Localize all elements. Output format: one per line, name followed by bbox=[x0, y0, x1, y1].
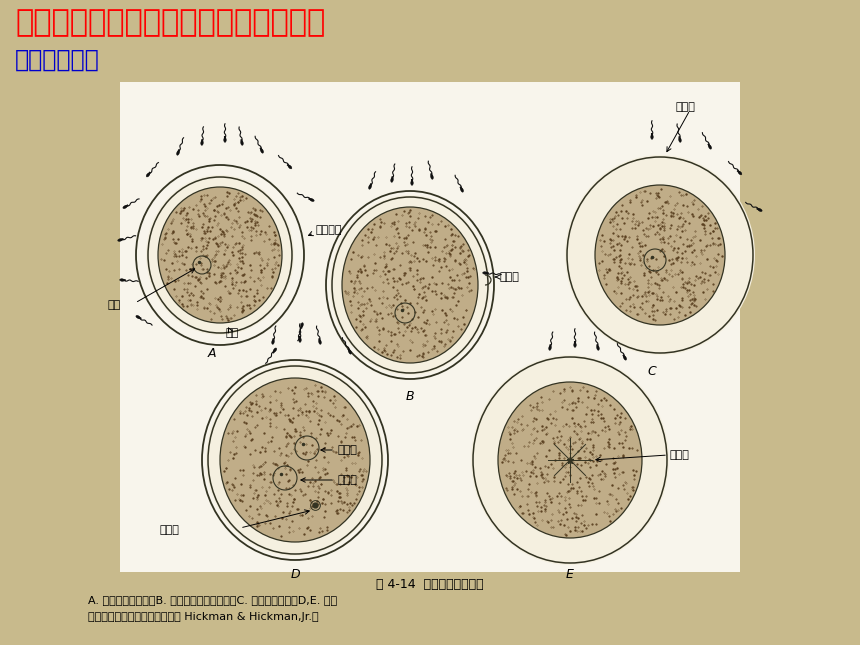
Ellipse shape bbox=[460, 188, 464, 192]
Ellipse shape bbox=[123, 205, 127, 208]
Ellipse shape bbox=[156, 185, 284, 325]
Ellipse shape bbox=[301, 322, 304, 327]
Text: B: B bbox=[406, 390, 415, 403]
Ellipse shape bbox=[272, 340, 274, 344]
Ellipse shape bbox=[218, 376, 372, 544]
Ellipse shape bbox=[624, 356, 627, 360]
Text: 中心粒: 中心粒 bbox=[160, 525, 180, 535]
Text: D: D bbox=[290, 568, 300, 581]
Ellipse shape bbox=[176, 151, 180, 155]
Ellipse shape bbox=[496, 380, 644, 540]
Text: 雌原核: 雌原核 bbox=[337, 475, 357, 485]
Ellipse shape bbox=[120, 279, 125, 281]
Ellipse shape bbox=[411, 181, 414, 185]
Ellipse shape bbox=[595, 185, 725, 325]
Ellipse shape bbox=[651, 135, 654, 139]
Ellipse shape bbox=[758, 208, 762, 212]
Ellipse shape bbox=[738, 171, 742, 175]
Ellipse shape bbox=[597, 346, 599, 350]
Text: 附着于卵及卵黄膜的形成。（仿 Hickman & Hickman,Jr.）: 附着于卵及卵黄膜的形成。（仿 Hickman & Hickman,Jr.） bbox=[88, 612, 318, 622]
Ellipse shape bbox=[310, 199, 314, 201]
Ellipse shape bbox=[593, 183, 727, 327]
Ellipse shape bbox=[709, 145, 711, 149]
Ellipse shape bbox=[330, 195, 490, 375]
Text: 卵核: 卵核 bbox=[108, 300, 121, 310]
Text: 图 4-14  卵子的受精作用：: 图 4-14 卵子的受精作用： bbox=[376, 578, 484, 591]
Text: C: C bbox=[648, 365, 656, 378]
Ellipse shape bbox=[200, 141, 203, 145]
Ellipse shape bbox=[565, 155, 755, 355]
Text: A. 被精子包围的卵；B. 精子进入卵的胶层膜；C. 受精锥之形成；D,E. 精子: A. 被精子包围的卵；B. 精子进入卵的胶层膜；C. 受精锥之形成；D,E. 精… bbox=[88, 595, 337, 605]
Ellipse shape bbox=[220, 378, 370, 542]
Text: 受精膜: 受精膜 bbox=[675, 102, 695, 112]
Ellipse shape bbox=[471, 355, 669, 565]
Text: 受精锥: 受精锥 bbox=[500, 272, 520, 282]
Text: A: A bbox=[208, 347, 216, 360]
Ellipse shape bbox=[319, 340, 322, 344]
Ellipse shape bbox=[273, 348, 277, 352]
Ellipse shape bbox=[224, 137, 226, 143]
Ellipse shape bbox=[482, 272, 488, 274]
Ellipse shape bbox=[158, 187, 282, 323]
Ellipse shape bbox=[369, 184, 372, 189]
Ellipse shape bbox=[136, 315, 140, 319]
Ellipse shape bbox=[549, 346, 551, 350]
Text: 受精与受精卵: 受精与受精卵 bbox=[15, 48, 100, 72]
FancyBboxPatch shape bbox=[120, 82, 740, 572]
Ellipse shape bbox=[390, 177, 393, 183]
Ellipse shape bbox=[298, 338, 301, 342]
Ellipse shape bbox=[679, 137, 681, 143]
Ellipse shape bbox=[574, 342, 576, 348]
Text: 纺锤丝: 纺锤丝 bbox=[670, 450, 690, 460]
Ellipse shape bbox=[146, 173, 150, 177]
Ellipse shape bbox=[146, 175, 294, 335]
Text: 一．卵细胞的极性、卵裂的形式和体腔: 一．卵细胞的极性、卵裂的形式和体腔 bbox=[15, 8, 325, 37]
Text: 卵膜: 卵膜 bbox=[225, 328, 238, 338]
Ellipse shape bbox=[261, 149, 263, 153]
Text: 雄原核: 雄原核 bbox=[337, 445, 357, 455]
Ellipse shape bbox=[498, 382, 642, 538]
Ellipse shape bbox=[431, 175, 433, 179]
Text: E: E bbox=[566, 568, 574, 581]
Ellipse shape bbox=[340, 205, 480, 365]
Ellipse shape bbox=[342, 207, 478, 363]
Ellipse shape bbox=[206, 364, 384, 556]
Ellipse shape bbox=[288, 165, 292, 169]
Ellipse shape bbox=[118, 239, 122, 241]
Ellipse shape bbox=[241, 141, 243, 145]
Text: 胶质外层: 胶质外层 bbox=[316, 225, 342, 235]
Ellipse shape bbox=[348, 350, 352, 354]
